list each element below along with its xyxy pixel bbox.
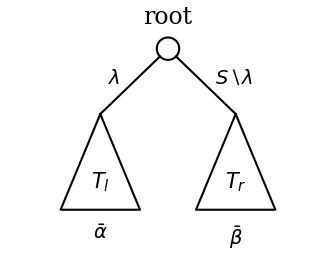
- Text: $T_r$: $T_r$: [225, 171, 246, 194]
- Text: $S\!\setminus\!\lambda$: $S\!\setminus\!\lambda$: [215, 69, 253, 88]
- Text: $T_l$: $T_l$: [91, 171, 110, 194]
- Text: $\bar{\beta}$: $\bar{\beta}$: [229, 224, 243, 251]
- Text: $\bar{\alpha}$: $\bar{\alpha}$: [93, 224, 108, 243]
- Text: root: root: [143, 6, 193, 29]
- Text: $\lambda$: $\lambda$: [109, 69, 121, 88]
